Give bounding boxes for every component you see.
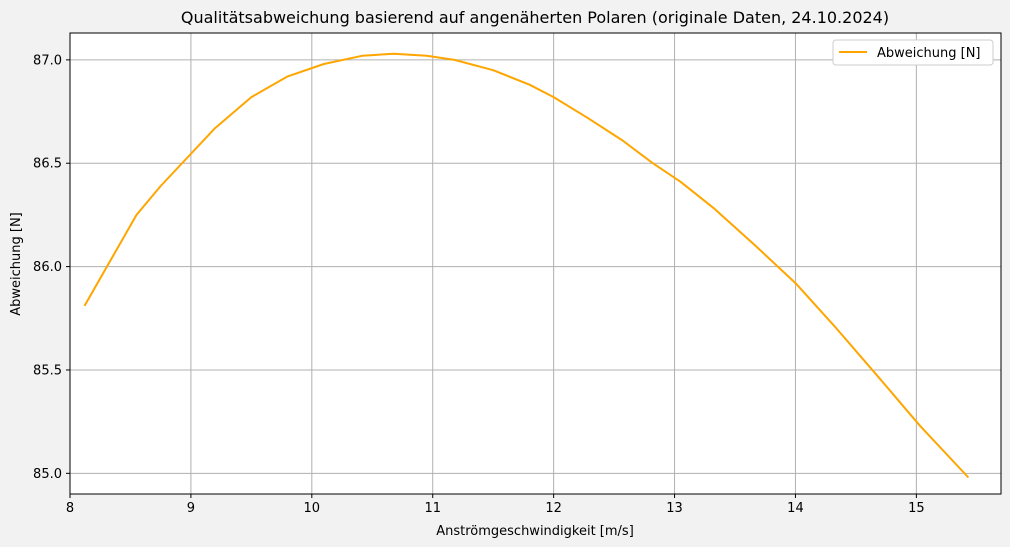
series-line — [83, 52, 970, 479]
x-tick-label: 8 — [66, 501, 74, 516]
y-tick-label: 87.0 — [33, 53, 62, 68]
x-tick-label: 11 — [424, 501, 441, 516]
legend: Abweichung [N] — [832, 39, 994, 66]
legend-box — [832, 39, 994, 66]
x-tick-label: 10 — [304, 501, 321, 516]
x-tick-label: 14 — [787, 501, 804, 516]
x-tick-label: 13 — [666, 501, 683, 516]
series-layer — [83, 52, 970, 479]
chart-title: Qualitätsabweichung basierend auf angenä… — [181, 8, 889, 27]
x-axis-label: Anströmgeschwindigkeit [m/s] — [436, 524, 634, 539]
legend-label: Abweichung [N] — [877, 46, 981, 61]
y-tick-label: 86.0 — [33, 260, 62, 275]
plot-frame — [69, 32, 1002, 495]
x-axis: 8 9 10 11 12 13 14 15 — [66, 494, 925, 516]
plot-area — [70, 33, 1001, 494]
x-tick-label: 9 — [187, 501, 195, 516]
x-tick-label: 15 — [908, 501, 925, 516]
y-axis: 85.0 85.5 86.0 86.5 87.0 — [33, 53, 70, 482]
y-tick-label: 85.0 — [33, 467, 62, 482]
y-tick-label: 86.5 — [33, 157, 62, 172]
x-tick-label: 12 — [545, 501, 562, 516]
y-tick-label: 85.5 — [33, 363, 62, 378]
y-axis-label: Abweichung [N] — [9, 212, 24, 316]
